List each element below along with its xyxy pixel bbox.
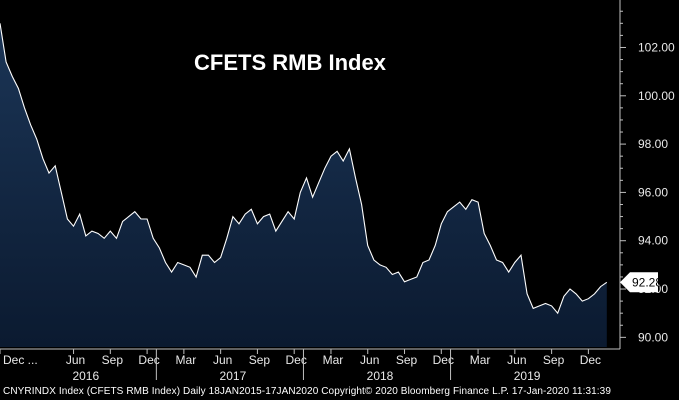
axes — [0, 0, 621, 350]
x-tick-label: Dec ... — [3, 353, 38, 367]
x-tick-label: Mar — [323, 353, 344, 367]
x-tick-label: Dec — [580, 353, 601, 367]
x-tick-label: Jun — [213, 353, 232, 367]
x-tick-label: Sep — [102, 353, 124, 367]
x-tick-label: Dec — [286, 353, 307, 367]
bloomberg-footer: CNYRINDX Index (CFETS RMB Index) Daily 1… — [3, 386, 611, 397]
x-tick-label: Jun — [66, 353, 85, 367]
x-tick-label: Mar — [470, 353, 491, 367]
x-tick-label: Sep — [396, 353, 418, 367]
y-tick-label: 96.00 — [638, 185, 668, 199]
y-tick-label: 90.00 — [638, 330, 668, 344]
last-value-box — [620, 272, 658, 293]
x-tick-label: Jun — [360, 353, 379, 367]
last-value-label: 92.28 — [632, 275, 662, 289]
y-tick-label: 94.00 — [638, 234, 668, 248]
chart-title: CFETS RMB Index — [194, 50, 387, 75]
series-line — [0, 23, 608, 315]
x-tick-label: Dec — [138, 353, 159, 367]
x-tick-label: Sep — [249, 353, 271, 367]
x-year-label: 2016 — [72, 369, 99, 383]
x-tick-label: Dec — [433, 353, 454, 367]
x-tick-label: Jun — [507, 353, 526, 367]
x-axis-ticks: Dec ... Jun Sep Dec Mar Jun Sep Dec Mar Jun Sep Dec… — [0, 349, 601, 383]
x-tick-label: Sep — [543, 353, 565, 367]
y-tick-label: 102.00 — [638, 40, 675, 54]
x-year-label: 2019 — [514, 369, 541, 383]
y-tick-label: 100.00 — [638, 89, 675, 103]
x-year-label: 2017 — [220, 369, 247, 383]
last-value-marker: 92.28 — [620, 272, 662, 293]
x-tick-label: Mar — [176, 353, 197, 367]
x-year-label: 2018 — [367, 369, 394, 383]
y-tick-label: 98.00 — [638, 137, 668, 151]
